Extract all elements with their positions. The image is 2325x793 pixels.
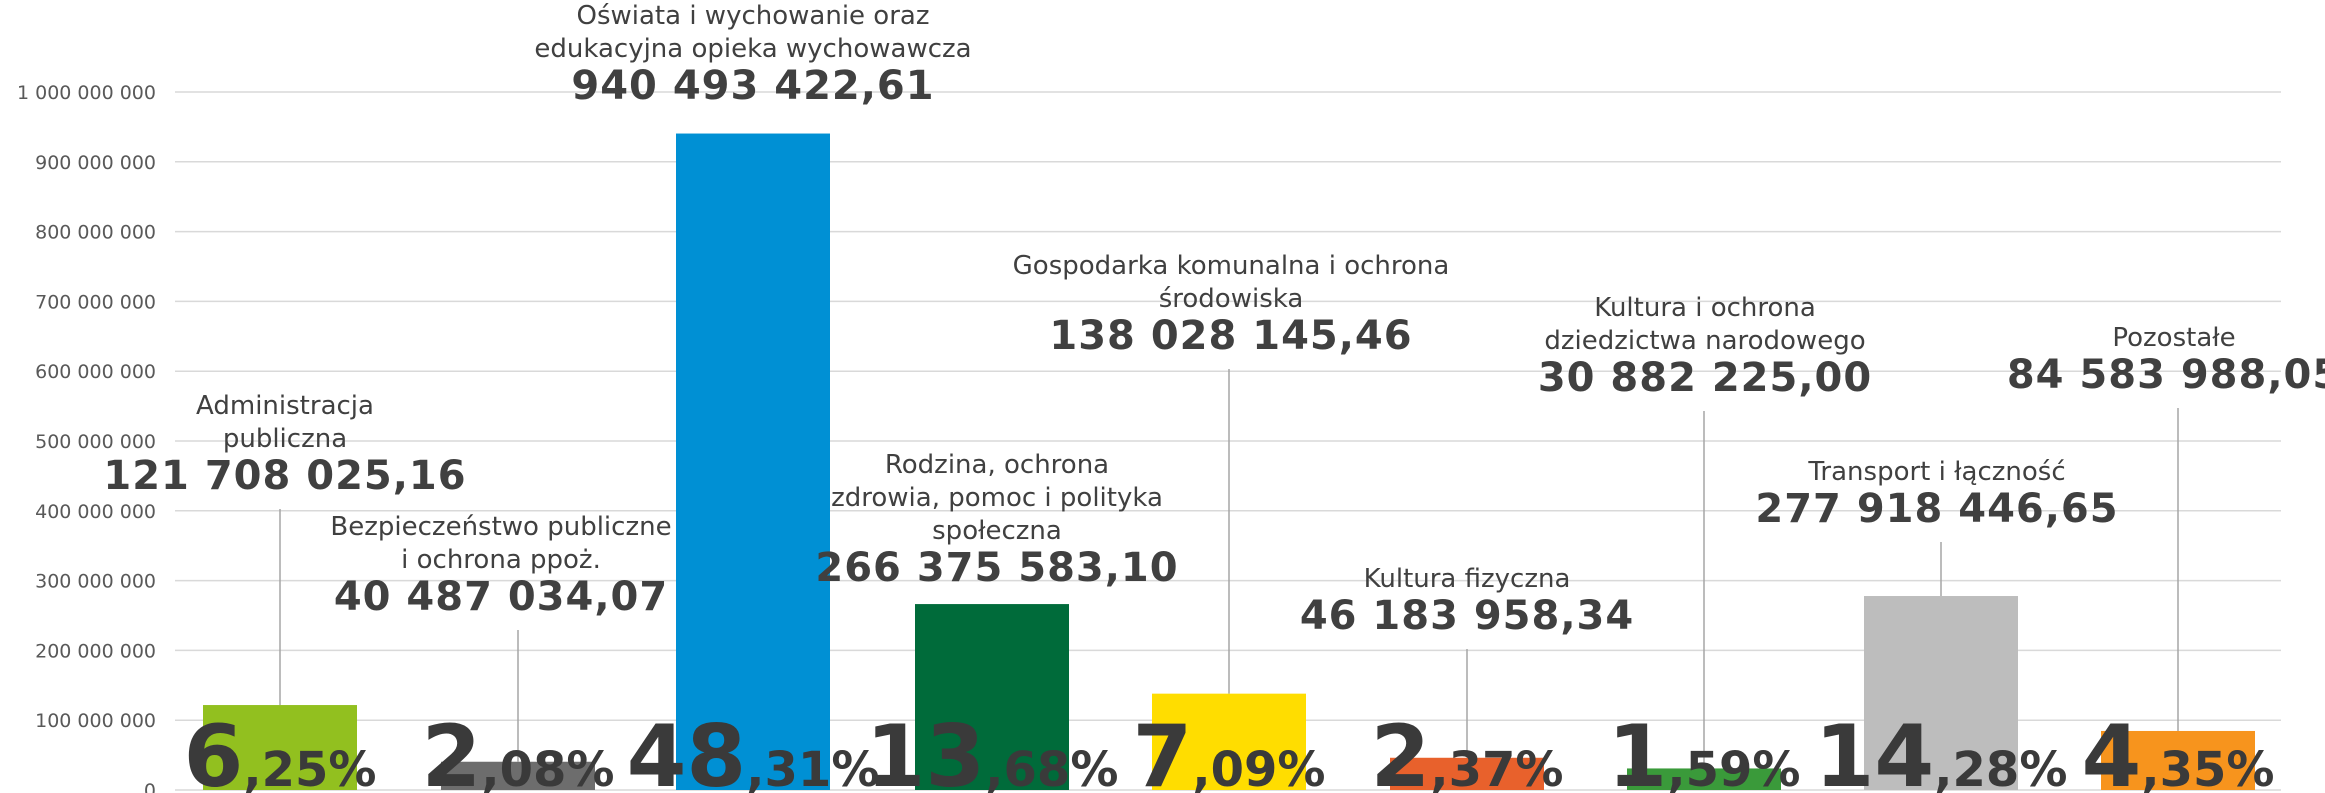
- value-label: 277 918 446,65: [1755, 486, 2118, 532]
- y-tick-label: 1 000 000 000: [17, 82, 156, 104]
- y-tick-label: 300 000 000: [35, 571, 156, 593]
- percent-integer: 7: [1133, 707, 1193, 793]
- y-tick-label: 900 000 000: [35, 152, 156, 174]
- percent-decimal: ,31%: [746, 742, 879, 793]
- percent-decimal: ,68%: [985, 742, 1118, 793]
- y-tick-label: 0: [144, 780, 156, 793]
- percent-decimal: ,59%: [1667, 742, 1800, 793]
- category-label: Rodzina, ochrona: [885, 450, 1109, 480]
- value-label: 84 583 988,05: [2007, 352, 2325, 398]
- category-label: zdrowia, pomoc i polityka: [831, 483, 1163, 513]
- value-label: 46 183 958,34: [1300, 593, 1634, 639]
- y-tick-label: 700 000 000: [35, 291, 156, 313]
- category-label: dziedzictwa narodowego: [1544, 326, 1865, 356]
- percent-integer: 6: [184, 707, 244, 793]
- chart: 0 100 000 000 200 000 000 300 000 000 400 00…: [0, 0, 2325, 793]
- y-tick-label: 600 000 000: [35, 361, 156, 383]
- bar: [676, 134, 830, 790]
- category-label: Oświata i wychowanie oraz: [577, 1, 930, 31]
- category-label: Transport i łączność: [1807, 457, 2065, 487]
- y-tick-label: 400 000 000: [35, 501, 156, 523]
- category-label: społeczna: [932, 516, 1062, 546]
- percent-integer: 48: [627, 707, 747, 793]
- percent-decimal: ,28%: [1934, 742, 2067, 793]
- value-label: 30 882 225,00: [1538, 355, 1872, 401]
- value-label: 138 028 145,46: [1049, 313, 1412, 359]
- percent-integer: 2: [422, 707, 482, 793]
- percent-integer: 13: [866, 707, 986, 793]
- category-label: środowiska: [1159, 284, 1304, 314]
- category-label: i ochrona ppoż.: [401, 545, 601, 575]
- category-label: publiczna: [223, 424, 347, 454]
- y-tick-label: 100 000 000: [35, 710, 156, 732]
- category-label: Pozostałe: [2112, 323, 2235, 353]
- percent-integer: 4: [2082, 707, 2142, 793]
- percent-decimal: ,08%: [481, 742, 614, 793]
- y-tick-label: 200 000 000: [35, 640, 156, 662]
- y-tick-label: 800 000 000: [35, 222, 156, 244]
- percent-decimal: ,35%: [2141, 742, 2274, 793]
- percent-decimal: ,37%: [1430, 742, 1563, 793]
- percent-decimal: ,25%: [243, 742, 376, 793]
- value-label: 40 487 034,07: [334, 574, 668, 620]
- percent-integer: 2: [1371, 707, 1431, 793]
- y-tick-label: 500 000 000: [35, 431, 156, 453]
- category-label: Kultura i ochrona: [1594, 293, 1816, 323]
- percent-integer: 14: [1815, 707, 1935, 793]
- category-label: Bezpieczeństwo publiczne: [330, 512, 671, 542]
- value-label: 121 708 025,16: [103, 453, 466, 499]
- category-label: Administracja: [196, 391, 374, 421]
- category-label: Gospodarka komunalna i ochrona: [1013, 251, 1450, 281]
- percent-decimal: ,09%: [1192, 742, 1325, 793]
- value-label: 266 375 583,10: [815, 545, 1178, 591]
- category-label: Kultura fizyczna: [1364, 564, 1571, 594]
- percent-integer: 1: [1608, 707, 1668, 793]
- category-label: edukacyjna opieka wychowawcza: [534, 34, 971, 64]
- value-label: 940 493 422,61: [571, 63, 934, 109]
